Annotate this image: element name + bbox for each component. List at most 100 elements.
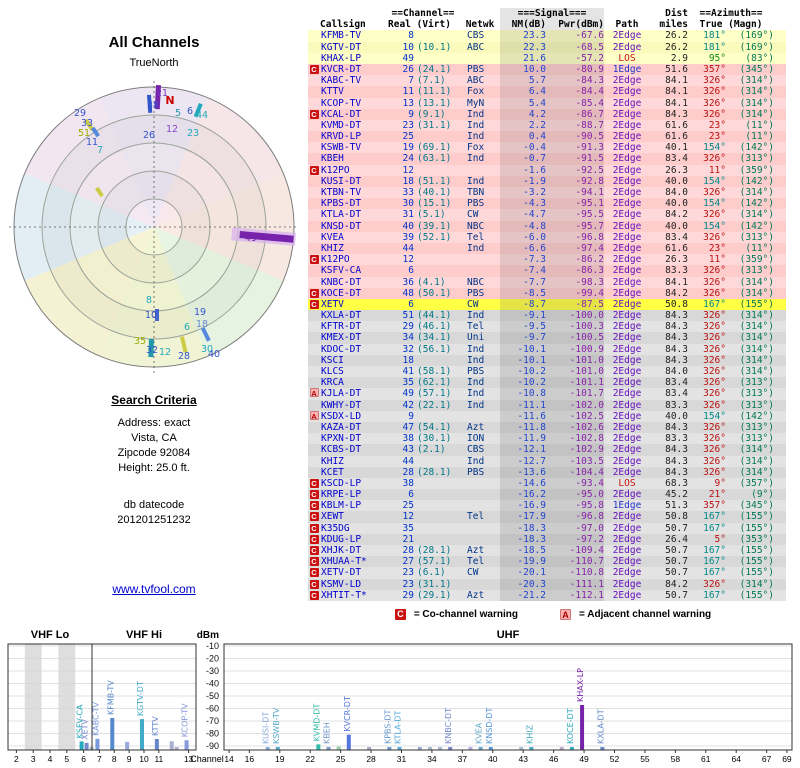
virtual-channel: (44.1): [417, 310, 452, 322]
svg-text:19: 19: [194, 307, 206, 318]
callsign-link[interactable]: KDOC-DT: [321, 343, 362, 355]
tvfool-link[interactable]: www.tvfool.com: [112, 582, 196, 596]
callsign-link[interactable]: KBLM-LP: [321, 500, 362, 512]
callsign-link[interactable]: KFMB-TV: [321, 30, 362, 42]
signal-power: -95.1: [546, 198, 604, 210]
callsign-link[interactable]: KTLA-DT: [321, 209, 362, 221]
callsign-link[interactable]: XETV: [321, 298, 344, 310]
callsign-link[interactable]: KSDX-LD: [321, 410, 362, 422]
channel-tick-label: 13: [184, 754, 194, 764]
callsign-link[interactable]: KHAX-LP: [321, 52, 362, 64]
virtual-channel: [414, 523, 460, 534]
callsign-link[interactable]: KLCS: [321, 366, 344, 377]
real-channel: 6: [408, 489, 414, 501]
azimuth-magnetic: (9°): [751, 489, 774, 501]
svg-text:32: 32: [146, 345, 158, 356]
callsign-link[interactable]: XHJK-DT: [321, 545, 362, 556]
callsign-link[interactable]: KOCE-DT: [321, 287, 362, 299]
co-channel-warning-icon: C: [309, 557, 319, 567]
callsign-link[interactable]: KNSD-DT: [321, 220, 362, 232]
callsign-link[interactable]: XEWT: [321, 511, 344, 523]
callsign-link[interactable]: KSCD-LP: [321, 477, 362, 489]
callsign-link[interactable]: KGTV-DT: [321, 41, 362, 53]
callsign-link[interactable]: KAZA-DT: [321, 421, 362, 433]
callsign-link[interactable]: KXLA-DT: [321, 310, 362, 322]
callsign-link[interactable]: KPXN-DT: [321, 433, 362, 445]
signal-path: 2Edge: [612, 108, 642, 120]
callsign-link[interactable]: KSWB-TV: [321, 142, 362, 154]
azimuth-magnetic: (313°): [739, 388, 774, 400]
callsign-link[interactable]: KTTV: [321, 86, 344, 98]
adjacent-channel-warning-icon: A: [560, 609, 571, 620]
signal-power: -91.5: [546, 153, 604, 165]
callsign-link[interactable]: KMEX-DT: [321, 332, 362, 344]
callsign-link[interactable]: KSCI: [321, 354, 344, 366]
callsign-link[interactable]: KBEH: [321, 153, 344, 165]
virtual-channel: (54.1): [417, 421, 452, 433]
virtual-channel: [414, 511, 460, 522]
channel-tick-label: 69: [782, 754, 792, 764]
callsign-link[interactable]: KNBC-DT: [321, 276, 362, 288]
noise-margin: -12.1: [500, 444, 546, 456]
table-row: KHIZ 44 Ind -12.7 -103.5 2Edge 84.3 326° (314°): [308, 455, 786, 467]
azimuth-true: 326°: [703, 86, 726, 98]
real-channel: 18: [402, 175, 414, 187]
callsign-link[interactable]: K35DG: [321, 522, 350, 534]
virtual-channel: (40.1): [417, 187, 452, 198]
callsign-link[interactable]: K12PO: [321, 164, 350, 176]
svg-text:6: 6: [184, 322, 190, 333]
signal-path: 2Edge: [612, 343, 642, 355]
distance-miles: 50.7: [665, 589, 688, 601]
distance-miles: 50.7: [665, 567, 688, 579]
table-row: C KSCD-LP 38 -14.6 -93.4 LOS 68.3 9° (357°): [308, 477, 786, 490]
callsign-link[interactable]: KRVD-LP: [321, 131, 362, 143]
callsign-link[interactable]: K12PO: [321, 254, 350, 266]
noise-margin: -17.9: [500, 511, 546, 523]
callsign-link[interactable]: KHIZ: [321, 455, 344, 467]
callsign-link[interactable]: KVMD-DT: [321, 119, 362, 131]
azimuth-true: 326°: [703, 343, 726, 355]
real-channel: 28: [402, 466, 414, 478]
callsign-link[interactable]: KHIZ: [321, 242, 344, 254]
callsign-link[interactable]: KSFV-CA: [321, 265, 362, 277]
azimuth-true: 326°: [703, 209, 726, 221]
callsign-link[interactable]: XHUAA-T*: [321, 556, 367, 568]
callsign-link[interactable]: KVCR-DT: [321, 63, 362, 75]
callsign-link[interactable]: XHTIT-T*: [321, 589, 367, 601]
callsign-link[interactable]: XETV-DT: [321, 567, 362, 579]
real-channel: 27: [402, 556, 414, 568]
callsign-link[interactable]: KPBS-DT: [321, 198, 362, 210]
callsign-link[interactable]: KVEA: [321, 231, 344, 243]
virtual-channel: (58.1): [417, 366, 452, 377]
left-column: All Channels TrueNorth 21 38 N 5 6 44 26 12 23 29…: [0, 0, 308, 596]
noise-margin: 6.4: [500, 86, 546, 98]
signal-path: 2Edge: [612, 399, 642, 411]
callsign-link[interactable]: KCOP-TV: [321, 97, 362, 109]
callsign-link[interactable]: KRPE-LP: [321, 489, 362, 501]
station-bar: [387, 747, 392, 750]
callsign-link[interactable]: KSMV-LD: [321, 578, 362, 590]
real-channel: 39: [402, 231, 414, 243]
network: Ind: [467, 310, 485, 322]
callsign-link[interactable]: KDUG-LP: [321, 533, 362, 545]
callsign-link[interactable]: KCBS-DT: [321, 444, 362, 456]
callsign-link[interactable]: KFTR-DT: [321, 321, 362, 333]
station-bar: [174, 747, 179, 750]
azimuth-true: 326°: [703, 377, 726, 389]
real-channel: 23: [402, 578, 414, 590]
noise-margin: -16.9: [500, 500, 546, 512]
callsign-link[interactable]: KCAL-DT: [321, 108, 362, 120]
azimuth-true: 326°: [703, 276, 726, 288]
co-channel-warning-icon: C: [309, 299, 319, 309]
channel-tick-label: 5: [64, 754, 69, 764]
callsign-link[interactable]: KCET: [321, 466, 344, 478]
signal-power: -112.1: [546, 589, 604, 601]
callsign-link[interactable]: KJLA-DT: [321, 388, 362, 400]
callsign-link[interactable]: KABC-TV: [321, 75, 362, 87]
noise-margin: 23.3: [500, 30, 546, 42]
callsign-link[interactable]: KWHY-DT: [321, 399, 362, 411]
adjacent-channel-warning-icon: A: [309, 388, 319, 399]
callsign-link[interactable]: KRCA: [321, 377, 344, 389]
callsign-link[interactable]: KTBN-TV: [321, 187, 362, 198]
callsign-link[interactable]: KUSI-DT: [321, 175, 362, 187]
